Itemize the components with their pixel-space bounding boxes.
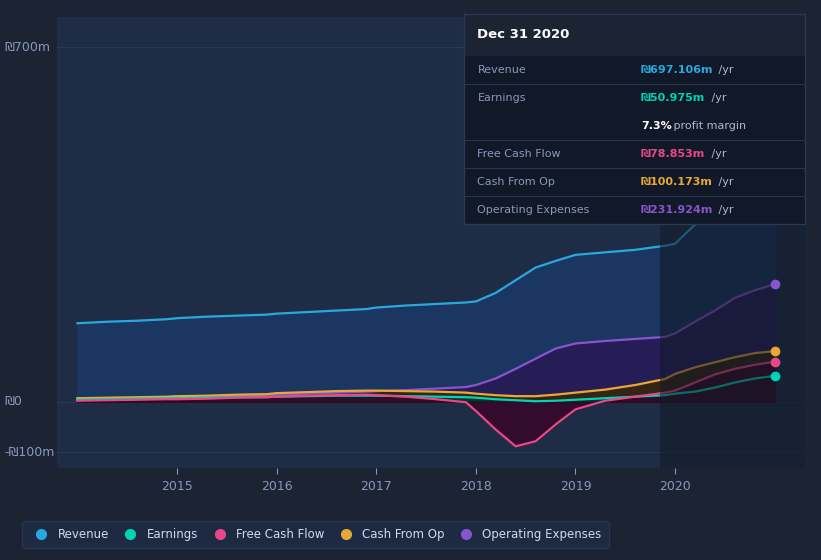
Text: /yr: /yr — [715, 205, 734, 215]
Text: ₪0: ₪0 — [4, 395, 22, 408]
Text: /yr: /yr — [715, 65, 734, 75]
Bar — [464, 14, 805, 56]
Text: ₪50.975m: ₪50.975m — [641, 93, 705, 103]
Text: /yr: /yr — [715, 177, 734, 187]
Text: Cash From Op: Cash From Op — [478, 177, 555, 187]
Text: 7.3%: 7.3% — [641, 121, 672, 131]
Text: -₪100m: -₪100m — [4, 446, 54, 459]
Text: ₪78.853m: ₪78.853m — [641, 149, 705, 159]
Text: ₪100.173m: ₪100.173m — [641, 177, 713, 187]
Text: profit margin: profit margin — [670, 121, 746, 131]
Text: Dec 31 2020: Dec 31 2020 — [478, 29, 570, 41]
Text: ₪231.924m: ₪231.924m — [641, 205, 713, 215]
Text: Free Cash Flow: Free Cash Flow — [478, 149, 561, 159]
Text: /yr: /yr — [708, 93, 727, 103]
Text: Earnings: Earnings — [478, 93, 526, 103]
Legend: Revenue, Earnings, Free Cash Flow, Cash From Op, Operating Expenses: Revenue, Earnings, Free Cash Flow, Cash … — [22, 521, 609, 548]
Text: Operating Expenses: Operating Expenses — [478, 205, 589, 215]
Text: ₪700m: ₪700m — [4, 41, 50, 54]
Text: ₪697.106m: ₪697.106m — [641, 65, 713, 75]
Text: /yr: /yr — [708, 149, 727, 159]
Polygon shape — [660, 17, 805, 468]
Text: Revenue: Revenue — [478, 65, 526, 75]
